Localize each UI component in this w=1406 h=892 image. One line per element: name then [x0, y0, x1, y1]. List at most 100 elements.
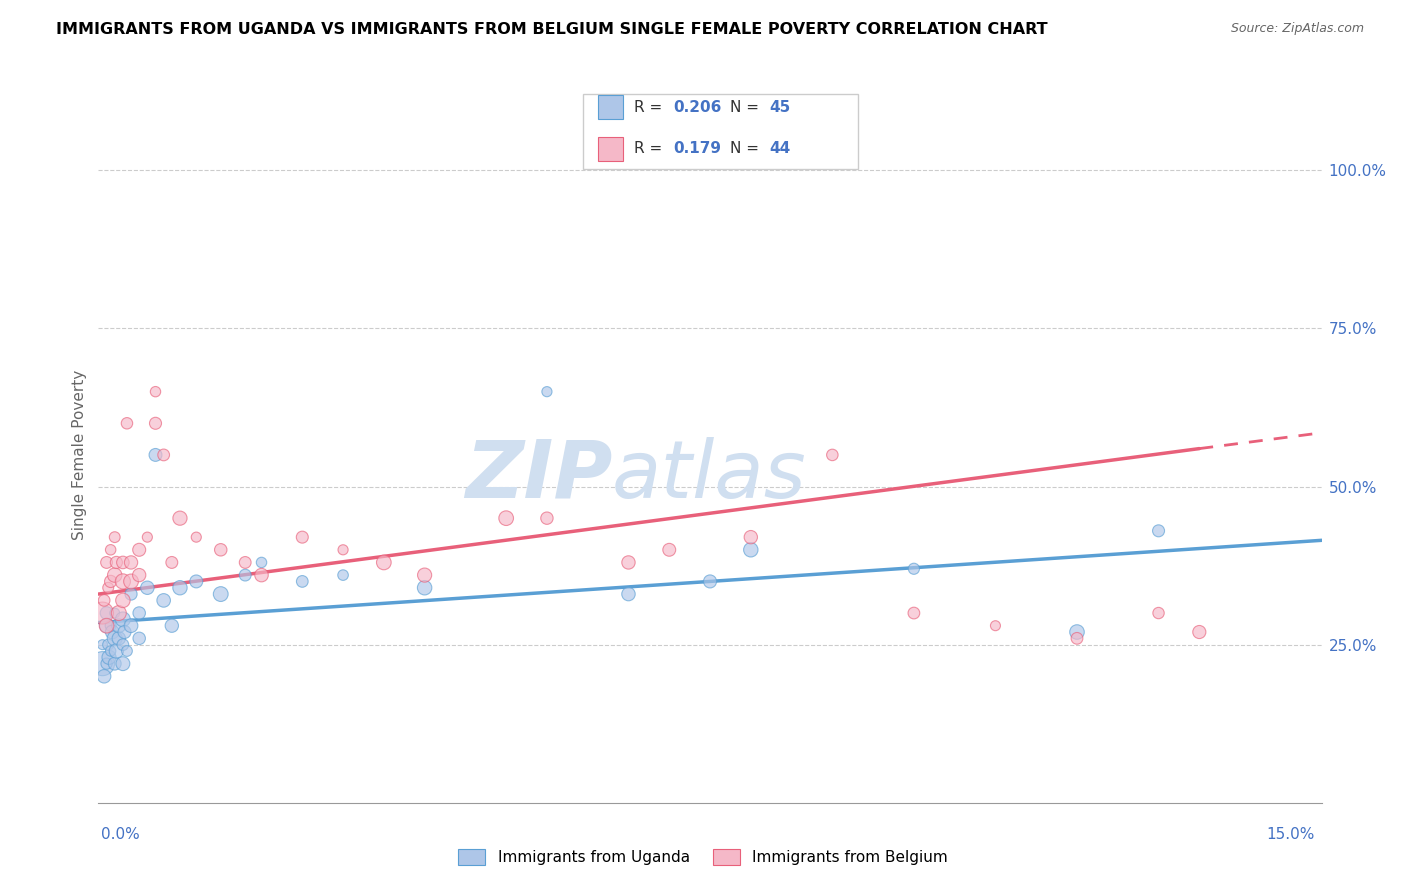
Point — [152, 593, 174, 607]
Point — [100, 574, 122, 589]
Point — [332, 568, 354, 582]
Point — [332, 542, 354, 557]
Point — [1147, 606, 1170, 620]
Point — [104, 657, 127, 671]
Point — [233, 568, 256, 582]
Point — [101, 625, 124, 640]
Y-axis label: Single Female Poverty: Single Female Poverty — [72, 370, 87, 540]
Point — [97, 638, 120, 652]
Point — [104, 606, 127, 620]
Point — [93, 669, 115, 683]
Text: 15.0%: 15.0% — [1267, 827, 1315, 841]
Text: Source: ZipAtlas.com: Source: ZipAtlas.com — [1230, 22, 1364, 36]
Point — [98, 650, 121, 665]
Point — [984, 618, 1007, 632]
Point — [373, 556, 395, 570]
Point — [96, 606, 118, 620]
Point — [250, 556, 273, 570]
Point — [91, 638, 114, 652]
Point — [1188, 625, 1211, 640]
Point — [160, 556, 183, 570]
Point — [169, 581, 191, 595]
Text: 0.179: 0.179 — [673, 142, 721, 156]
Point — [91, 657, 114, 671]
Point — [108, 632, 131, 646]
Text: IMMIGRANTS FROM UGANDA VS IMMIGRANTS FROM BELGIUM SINGLE FEMALE POVERTY CORRELAT: IMMIGRANTS FROM UGANDA VS IMMIGRANTS FRO… — [56, 22, 1047, 37]
Point — [145, 384, 167, 399]
Point — [120, 574, 142, 589]
Point — [903, 562, 925, 576]
Point — [740, 542, 762, 557]
Point — [413, 568, 436, 582]
Point — [658, 542, 681, 557]
Text: atlas: atlas — [612, 437, 807, 515]
Point — [186, 530, 208, 544]
Point — [617, 556, 640, 570]
Point — [413, 581, 436, 595]
Point — [152, 448, 174, 462]
Point — [108, 618, 131, 632]
Point — [111, 638, 134, 652]
Point — [821, 448, 844, 462]
Text: 0.206: 0.206 — [673, 100, 721, 114]
Point — [105, 644, 128, 658]
Point — [120, 556, 142, 570]
Point — [108, 606, 131, 620]
Point — [136, 581, 159, 595]
Point — [209, 587, 232, 601]
Point — [536, 384, 558, 399]
Point — [536, 511, 558, 525]
Legend: Immigrants from Uganda, Immigrants from Belgium: Immigrants from Uganda, Immigrants from … — [451, 843, 955, 871]
Point — [111, 612, 134, 626]
Point — [1066, 632, 1088, 646]
Point — [495, 511, 517, 525]
Point — [136, 530, 159, 544]
Point — [96, 657, 118, 671]
Point — [128, 632, 150, 646]
Point — [100, 542, 122, 557]
Point — [111, 556, 134, 570]
Point — [169, 511, 191, 525]
Point — [105, 556, 128, 570]
Point — [91, 606, 114, 620]
Point — [93, 593, 115, 607]
Point — [617, 587, 640, 601]
Text: ZIP: ZIP — [465, 437, 612, 515]
Point — [104, 632, 127, 646]
Point — [120, 618, 142, 632]
Point — [1066, 625, 1088, 640]
Point — [903, 606, 925, 620]
Point — [104, 530, 127, 544]
Point — [186, 574, 208, 589]
Text: N =: N = — [730, 100, 763, 114]
Point — [96, 618, 118, 632]
Point — [100, 644, 122, 658]
Point — [145, 448, 167, 462]
Point — [115, 644, 138, 658]
Point — [209, 542, 232, 557]
Point — [291, 574, 314, 589]
Point — [111, 593, 134, 607]
Text: R =: R = — [634, 142, 668, 156]
Point — [128, 606, 150, 620]
Text: N =: N = — [730, 142, 763, 156]
Point — [97, 581, 120, 595]
Point — [233, 556, 256, 570]
Point — [128, 542, 150, 557]
Text: 44: 44 — [769, 142, 790, 156]
Point — [104, 568, 127, 582]
Point — [111, 657, 134, 671]
Point — [1147, 524, 1170, 538]
Point — [291, 530, 314, 544]
Point — [699, 574, 721, 589]
Point — [111, 574, 134, 589]
Point — [250, 568, 273, 582]
Text: 45: 45 — [769, 100, 790, 114]
Text: R =: R = — [634, 100, 668, 114]
Point — [160, 618, 183, 632]
Point — [115, 417, 138, 431]
Point — [740, 530, 762, 544]
Point — [128, 568, 150, 582]
Point — [114, 625, 136, 640]
Point — [100, 618, 122, 632]
